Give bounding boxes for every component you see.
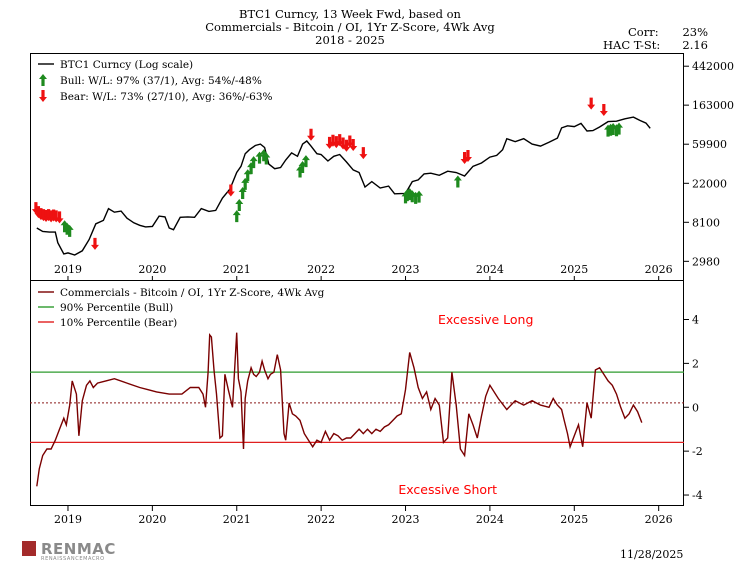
price-x-tick-label: 2021	[223, 263, 251, 276]
price-y-tick-label: 2980	[692, 255, 720, 268]
zscore-y-tick-label: 2	[692, 357, 699, 370]
bull-signal-arrow	[65, 224, 74, 237]
bear-signal-arrow	[460, 151, 469, 164]
bear-signal-arrow	[599, 103, 608, 116]
bear-signal-arrow	[349, 138, 358, 151]
bear-signal-arrow	[90, 237, 99, 250]
zscore-panel	[30, 280, 684, 506]
bull-signal-arrow	[235, 198, 244, 211]
bull-signal-arrow	[249, 156, 258, 169]
logo-subtext: RENAISSANCEMACRO	[41, 556, 105, 562]
bull-signal-arrow	[259, 149, 268, 162]
bear-signal-arrow	[463, 149, 472, 162]
logo-text: RENMAC	[41, 540, 116, 558]
bull-signal-arrow	[255, 151, 264, 164]
hac-label: HAC T-St:	[603, 38, 661, 52]
zscore-x-tick-label: 2020	[138, 513, 166, 526]
bear-signal-arrow	[332, 136, 341, 149]
zscore-y-tick-label: -2	[692, 445, 703, 458]
zscore-x-tick-label: 2023	[392, 513, 420, 526]
bull-signal-arrow	[453, 175, 462, 188]
chart-title-line-2: Commercials - Bitcoin / OI, 1Yr Z-Score,…	[205, 20, 495, 34]
renmac-logo-icon	[22, 541, 36, 556]
zscore-series-line	[36, 332, 643, 487]
zscore-x-tick-label: 2026	[645, 513, 673, 526]
price-y-tick-label: 22000	[692, 177, 727, 190]
report-date: 11/28/2025	[620, 548, 684, 561]
bear-signal-arrow	[359, 147, 368, 160]
zscore-x-tick-label: 2024	[476, 513, 504, 526]
corr-label: Corr:	[628, 25, 659, 39]
legend-bear-percentile-label: 10% Percentile (Bear)	[60, 317, 177, 329]
price-y-tick-label: 442000	[692, 60, 734, 73]
bull-signal-arrow	[301, 155, 310, 168]
bear-signal-arrow	[307, 128, 316, 141]
price-y-tick-label: 59900	[692, 138, 727, 151]
price-x-tick-label: 2026	[645, 263, 673, 276]
price-x-tick-label: 2025	[560, 263, 588, 276]
price-x-tick-label: 2023	[392, 263, 420, 276]
zscore-y-tick-label: 0	[692, 401, 699, 414]
corr-value: 23%	[682, 25, 708, 39]
price-y-tick-label: 163000	[692, 99, 734, 112]
zscore-y-tick-label: 4	[692, 313, 699, 326]
legend-bear-icon	[39, 90, 47, 102]
excessive-short-annotation: Excessive Short	[398, 482, 497, 497]
bear-signal-arrow	[226, 184, 235, 197]
price-x-tick-label: 2022	[307, 263, 335, 276]
excessive-long-annotation: Excessive Long	[438, 312, 533, 327]
bear-signal-arrow	[55, 211, 64, 224]
zscore-x-tick-label: 2025	[560, 513, 588, 526]
bull-signal-arrow	[415, 190, 424, 203]
zscore-x-tick-label: 2019	[54, 513, 82, 526]
chart-title-line-3: 2018 - 2025	[315, 33, 385, 47]
bull-signal-arrow	[615, 122, 624, 135]
hac-value: 2.16	[682, 38, 708, 52]
legend-zscore-label: Commercials - Bitcoin / OI, 1Yr Z-Score,…	[60, 287, 325, 299]
legend-bull-label: Bull: W/L: 97% (37/1), Avg: 54%/-48%	[60, 75, 262, 87]
bear-signal-arrow	[342, 139, 351, 152]
zscore-y-tick-label: -4	[692, 489, 703, 502]
price-series-line	[36, 116, 651, 256]
zscore-x-tick-label: 2021	[223, 513, 251, 526]
bull-signal-arrow	[262, 152, 271, 165]
chart-title-line-1: BTC1 Curncy, 13 Week Fwd, based on	[239, 7, 461, 21]
bear-signal-arrow	[325, 136, 334, 149]
legend-bull-icon	[39, 74, 47, 86]
price-x-tick-label: 2020	[138, 263, 166, 276]
legend-bear-label: Bear: W/L: 73% (27/10), Avg: 36%/-63%	[60, 91, 273, 103]
zscore-x-tick-label: 2022	[307, 513, 335, 526]
bull-signal-arrow	[238, 187, 247, 200]
price-x-tick-label: 2024	[476, 263, 504, 276]
price-x-tick-label: 2019	[54, 263, 82, 276]
bull-signal-arrow	[232, 210, 241, 223]
legend-price-label: BTC1 Curncy (Log scale)	[60, 59, 193, 71]
price-y-tick-label: 8100	[692, 216, 720, 229]
legend-bull-percentile-label: 90% Percentile (Bull)	[60, 302, 173, 314]
bear-signal-arrow	[587, 97, 596, 110]
